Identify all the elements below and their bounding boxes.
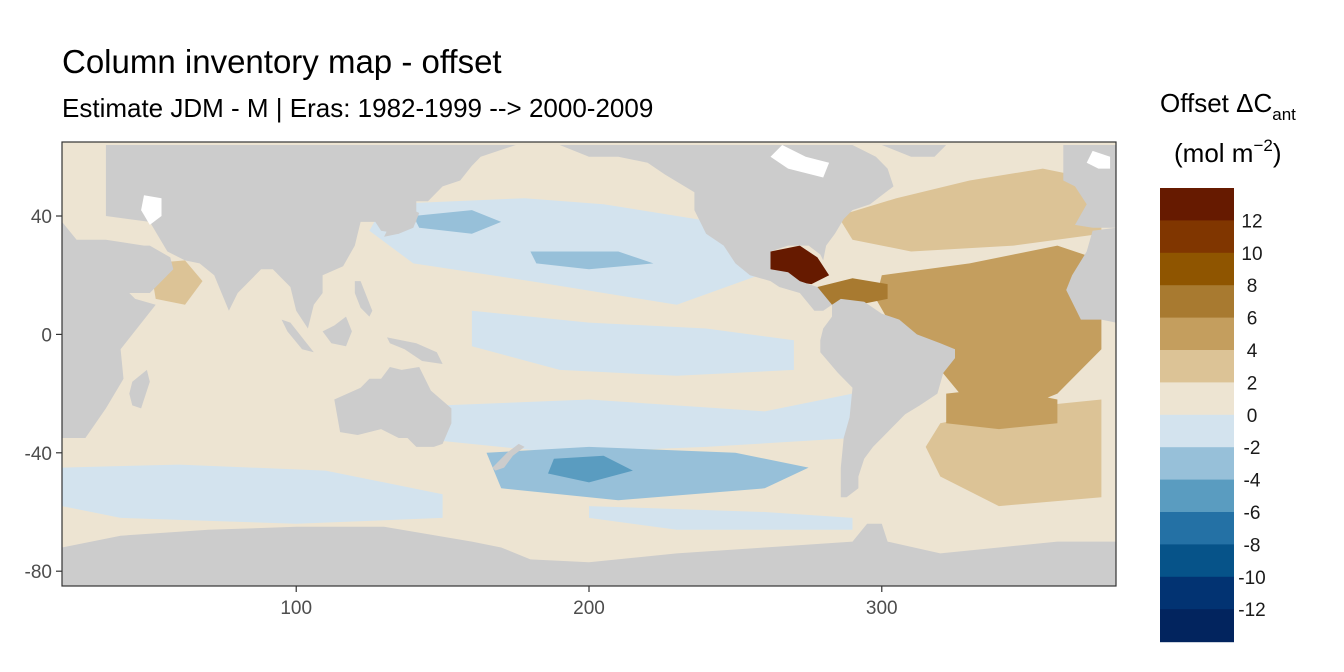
legend-swatch bbox=[1160, 512, 1234, 545]
land-australia bbox=[334, 367, 452, 447]
legend-swatch bbox=[1160, 220, 1234, 254]
legend-label: -6 bbox=[1244, 503, 1261, 524]
legend-label: -2 bbox=[1244, 438, 1261, 459]
land-sumatra bbox=[281, 319, 314, 353]
legend-label: -8 bbox=[1244, 535, 1261, 556]
legend-swatch bbox=[1160, 382, 1234, 416]
legend-label: -4 bbox=[1244, 471, 1261, 492]
land-africa-arabia bbox=[62, 145, 174, 438]
region-south-atlantic-deep-tan bbox=[946, 387, 1058, 430]
legend-swatch bbox=[1160, 317, 1234, 351]
region-equatorial-pacific-light-blue bbox=[471, 310, 794, 376]
legend-label: 2 bbox=[1247, 373, 1258, 394]
region-kuroshio-blue bbox=[413, 210, 502, 234]
legend-swatch bbox=[1160, 252, 1234, 286]
chart-title: Column inventory map - offset bbox=[62, 43, 502, 80]
nodata-hudson-bay bbox=[770, 145, 830, 178]
legend-label: 4 bbox=[1247, 341, 1258, 362]
region-indian-ocean-light-blue bbox=[62, 464, 443, 524]
legend-swatch bbox=[1160, 350, 1234, 383]
land-west-africa-wrap bbox=[1066, 227, 1116, 323]
x-tick-label: 200 bbox=[573, 598, 605, 619]
legend-swatch bbox=[1160, 576, 1234, 610]
legend-label: 8 bbox=[1247, 276, 1258, 297]
region-caribbean-brown bbox=[817, 278, 888, 305]
legend-title-main: Offset ΔCant bbox=[1160, 88, 1296, 124]
x-tick-label: 100 bbox=[280, 598, 312, 619]
legend-label: -10 bbox=[1238, 568, 1265, 589]
region-south-atlantic-tan bbox=[925, 399, 1102, 507]
land-philippines bbox=[354, 281, 373, 317]
legend-title-unit: (mol m−2) bbox=[1174, 136, 1282, 168]
y-tick-label: -80 bbox=[25, 562, 52, 583]
land-japan bbox=[384, 210, 420, 237]
nodata-baltic bbox=[1086, 150, 1111, 169]
nodata-caspian-black-sea bbox=[141, 195, 162, 225]
y-tick-label: 0 bbox=[41, 325, 52, 346]
region-southern-light-blue bbox=[589, 506, 853, 530]
legend-swatch bbox=[1160, 414, 1234, 448]
legend-swatch bbox=[1160, 447, 1234, 481]
land-eurasia bbox=[105, 145, 516, 329]
legend-swatch bbox=[1160, 188, 1234, 221]
x-tick-label: 300 bbox=[866, 598, 898, 619]
legend-label: 10 bbox=[1241, 244, 1262, 265]
region-north-pacific-blue bbox=[530, 251, 654, 270]
land-south-america bbox=[820, 298, 955, 498]
y-tick-label: -40 bbox=[25, 444, 52, 465]
land-madagascar bbox=[129, 369, 150, 409]
legend-label: 12 bbox=[1241, 211, 1262, 232]
legend-label: -12 bbox=[1238, 600, 1265, 621]
legend-label: 6 bbox=[1247, 309, 1258, 330]
region-southern-ocean-deep-blue bbox=[548, 455, 633, 483]
land-north-america bbox=[559, 145, 894, 311]
y-tick-label: 40 bbox=[31, 207, 52, 228]
region-south-pacific-light-blue bbox=[442, 393, 853, 453]
land-new-zealand bbox=[492, 443, 525, 471]
land-greenland bbox=[881, 145, 947, 157]
land-new-guinea bbox=[387, 337, 443, 364]
map-layer bbox=[62, 145, 1116, 586]
land-borneo bbox=[322, 316, 352, 347]
chart-subtitle: Estimate JDM - M | Eras: 1982-1999 --> 2… bbox=[62, 93, 654, 123]
legend-swatch bbox=[1160, 544, 1234, 578]
legend: Offset ΔCant (mol m−2) 12 10 8 6 4 2 0 -2 -4 -6 -8… bbox=[1160, 88, 1296, 643]
legend-swatch bbox=[1160, 609, 1234, 643]
land-antarctica bbox=[62, 523, 1116, 586]
region-tropical-atlantic-tan bbox=[875, 245, 1102, 424]
legend-swatch bbox=[1160, 285, 1234, 319]
region-north-atlantic-tan bbox=[837, 168, 1102, 252]
legend-swatch bbox=[1160, 479, 1234, 513]
legend-label: 0 bbox=[1247, 406, 1258, 427]
